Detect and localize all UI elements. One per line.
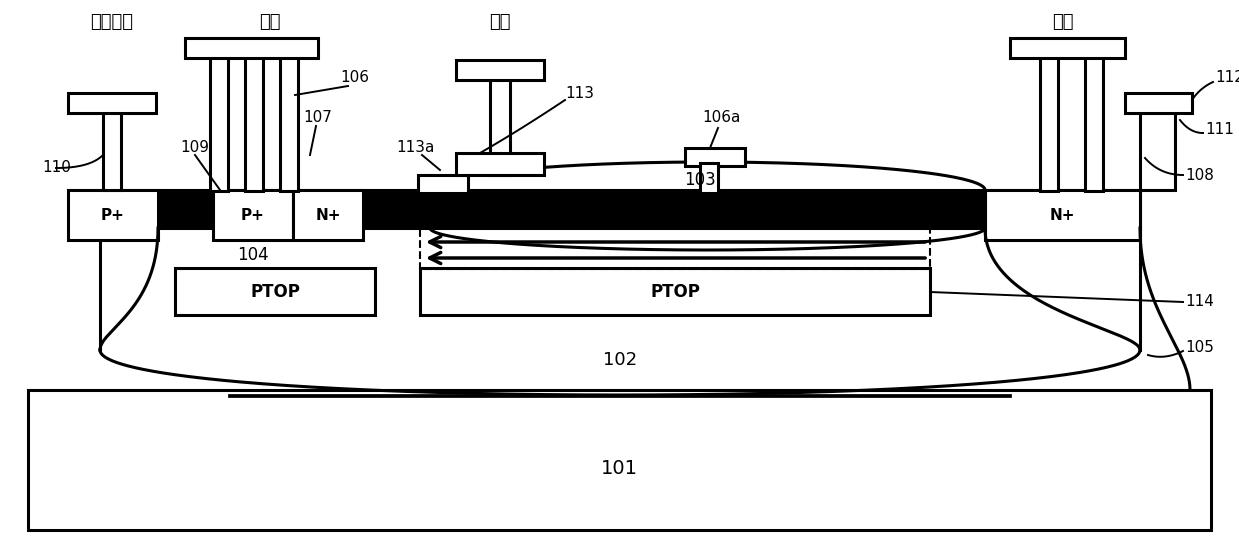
Bar (456, 153, 544, 175)
Bar (685, 148, 745, 166)
Text: 113a: 113a (396, 141, 435, 156)
Text: 106a: 106a (703, 111, 741, 126)
Text: 103: 103 (684, 171, 716, 189)
Text: N+: N+ (1049, 207, 1074, 222)
Text: 101: 101 (601, 459, 638, 477)
Bar (420, 268, 930, 315)
Text: 110: 110 (42, 161, 71, 176)
Text: 106: 106 (341, 70, 369, 85)
Bar (1085, 55, 1103, 191)
Text: N+: N+ (315, 207, 341, 222)
Bar (292, 190, 363, 240)
Bar (985, 190, 1140, 240)
Text: 103: 103 (664, 198, 696, 216)
Bar (245, 55, 263, 191)
Text: 109: 109 (181, 141, 209, 156)
Bar (1140, 110, 1175, 190)
Text: 102: 102 (603, 351, 637, 369)
Bar (213, 190, 292, 240)
Text: 113: 113 (565, 85, 595, 100)
Bar (68, 93, 156, 113)
Text: 112: 112 (1215, 70, 1239, 85)
Bar (100, 190, 1140, 228)
Bar (489, 78, 510, 175)
Bar (68, 190, 159, 240)
Bar (1125, 93, 1192, 113)
Bar (420, 228, 930, 269)
Text: 107: 107 (304, 111, 332, 126)
Bar (456, 60, 544, 80)
Text: PTOP: PTOP (650, 283, 700, 301)
Text: P+: P+ (102, 207, 125, 222)
Bar (280, 55, 299, 191)
Bar (185, 38, 318, 58)
Bar (1010, 38, 1125, 58)
Bar (209, 55, 228, 191)
Bar (1040, 55, 1058, 191)
Text: 105: 105 (1184, 340, 1214, 355)
Text: 源极: 源极 (259, 13, 281, 31)
Text: 108: 108 (1184, 168, 1214, 183)
Text: 104: 104 (237, 246, 269, 264)
Text: PTOP: PTOP (250, 283, 300, 301)
Bar (418, 175, 468, 193)
Bar (103, 110, 121, 190)
Text: 114: 114 (1184, 294, 1214, 309)
Bar (28, 390, 1211, 530)
Bar (175, 268, 375, 315)
Text: 栅极: 栅极 (489, 13, 510, 31)
Text: 衬底电极: 衬底电极 (90, 13, 134, 31)
Text: 漏极: 漏极 (1052, 13, 1074, 31)
Text: P+: P+ (242, 207, 265, 222)
Bar (700, 163, 717, 193)
Text: 111: 111 (1206, 122, 1234, 137)
